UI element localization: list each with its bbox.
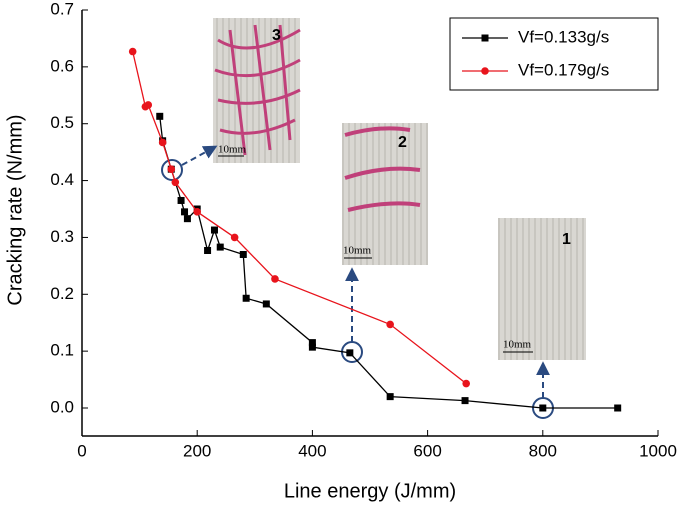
- insets: 3 10mm 2 10mm 1 10mm: [161, 18, 586, 419]
- point: [271, 275, 279, 283]
- inset-photo: [342, 123, 428, 265]
- inset-cracks: [344, 126, 421, 212]
- y-axis-title: Cracking rate (N/mm): [4, 114, 26, 305]
- point: [262, 300, 270, 308]
- point: [386, 320, 394, 329]
- point: [204, 247, 212, 255]
- inset-label: 3: [272, 27, 281, 44]
- inset-label: 1: [562, 231, 571, 248]
- point: [128, 47, 137, 56]
- point: [177, 196, 185, 204]
- point: [144, 101, 153, 109]
- highlight-circle: [161, 159, 183, 181]
- legend-marker: [481, 34, 489, 42]
- y-tick-label: 0.3: [50, 227, 74, 246]
- point: [158, 138, 167, 147]
- y-tick-label: 0.2: [50, 284, 74, 303]
- x-tick-label: 0: [77, 441, 86, 460]
- inset-scale: 10mm: [218, 144, 247, 156]
- inset-label: 2: [398, 134, 407, 151]
- legend-box: [449, 17, 659, 91]
- y-tick-label: 0.6: [50, 56, 74, 75]
- legend-label: Vf=0.133g/s: [518, 27, 609, 46]
- inset-cracks: [214, 24, 301, 156]
- point: [386, 393, 394, 401]
- x-tick-label: 200: [183, 441, 211, 460]
- point: [308, 343, 316, 351]
- inset-photo: [498, 218, 586, 360]
- point: [242, 294, 250, 302]
- y-tick-label: 0.0: [50, 397, 74, 416]
- legend-marker: [481, 67, 489, 75]
- point: [346, 349, 354, 357]
- inset-scale: 10mm: [343, 245, 372, 257]
- point: [230, 233, 239, 242]
- point: [181, 208, 189, 216]
- point: [539, 404, 547, 412]
- point: [614, 404, 622, 412]
- arrow: [181, 145, 218, 166]
- point: [167, 165, 176, 173]
- point: [216, 243, 224, 251]
- point: [210, 226, 218, 234]
- point: [462, 379, 470, 388]
- y-tick-label: 0.7: [50, 0, 74, 18]
- x-axis-title: Line energy (J/mm): [284, 480, 456, 502]
- x-tick-label: 600: [413, 441, 441, 460]
- x-tick-label: 400: [298, 441, 326, 460]
- point: [156, 112, 164, 120]
- point: [308, 339, 316, 347]
- x-tick-label: 1000: [639, 441, 677, 460]
- inset-scale: 10mm: [503, 339, 532, 351]
- legend-label: Vf=0.179g/s: [518, 60, 609, 79]
- x-tick-label: 800: [529, 441, 557, 460]
- point: [193, 208, 201, 216]
- y-tick-label: 0.4: [50, 170, 74, 189]
- point: [171, 178, 180, 187]
- point: [239, 250, 247, 258]
- point: [183, 215, 191, 223]
- y-tick-label: 0.1: [50, 341, 74, 360]
- y-tick-label: 0.5: [50, 113, 74, 132]
- point: [461, 397, 469, 405]
